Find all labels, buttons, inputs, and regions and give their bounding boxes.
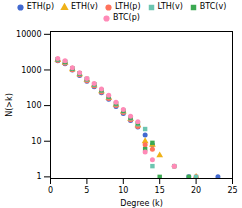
svg-text:10000: 10000 [16,30,41,39]
svg-text:0: 0 [48,186,53,195]
svg-text:10: 10 [118,186,128,195]
svg-text:N(>k): N(>k) [5,93,14,117]
svg-text:1000: 1000 [21,66,41,75]
svg-text:25: 25 [227,186,237,195]
html-text:LTH(p): LTH(p) [115,2,141,11]
svg-text:1: 1 [36,172,41,181]
html-text:ETH(v): ETH(v) [71,2,98,11]
svg-text:100: 100 [26,101,41,110]
html-text:BTC(v): BTC(v) [199,2,227,11]
svg-text:15: 15 [155,186,165,195]
svg-text:Degree (k): Degree (k) [120,199,163,208]
svg-text:20: 20 [191,186,201,195]
html-text:ETH(p): ETH(p) [26,2,54,11]
svg-text:5: 5 [84,186,89,195]
svg-text:10: 10 [31,137,41,146]
html-text:BTC(p): BTC(p) [113,13,140,22]
html-text:LTH(v): LTH(v) [157,2,183,11]
